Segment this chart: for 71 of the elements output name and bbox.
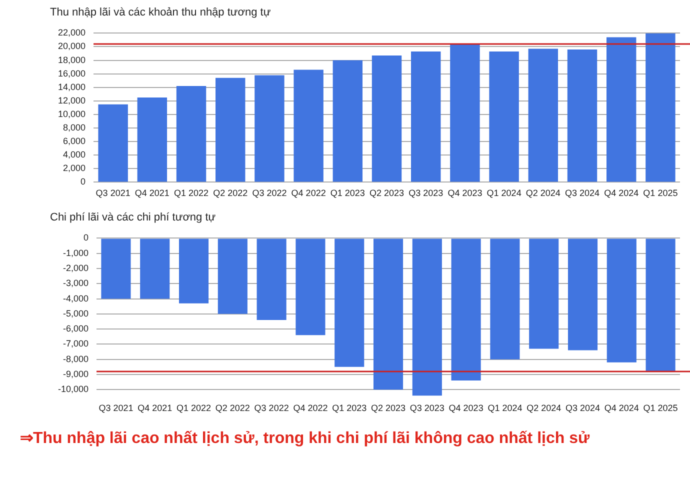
y-tick-label: -4,000 xyxy=(62,293,89,304)
x-tick-label: Q3 2024 xyxy=(564,188,600,198)
bar xyxy=(294,70,324,182)
x-tick-label: Q4 2021 xyxy=(134,188,170,198)
y-tick-label: 0 xyxy=(84,232,89,243)
x-tick-label: Q3 2024 xyxy=(565,403,600,414)
x-tick-label: Q3 2022 xyxy=(254,403,289,414)
x-tick-label: Q1 2022 xyxy=(176,403,212,414)
text: ⇒Thu nhập lãi cao nhất lịch sử, trong khi chi phí lãi không cao nhất lịch sử xyxy=(19,429,591,448)
bar xyxy=(489,51,519,182)
bar xyxy=(332,60,363,182)
x-tick-label: Q1 2023 xyxy=(332,403,367,414)
x-tick-label: Q2 2023 xyxy=(370,403,406,414)
x-tick-label: Q2 2022 xyxy=(213,188,248,198)
y-tick-label: 22,000 xyxy=(58,28,86,38)
bar xyxy=(606,37,636,182)
y-tick-label: 2,000 xyxy=(62,163,86,174)
x-tick-label: Q1 2024 xyxy=(488,403,522,414)
bar xyxy=(567,49,598,182)
chart-title: Chi phí lãi và các chi phí tương tự xyxy=(50,212,216,224)
y-tick-label: -9,000 xyxy=(62,368,89,379)
x-tick-label: Q2 2024 xyxy=(526,188,560,198)
bar xyxy=(646,33,676,182)
y-tick-label: 20,000 xyxy=(58,41,86,52)
y-tick-label: 8,000 xyxy=(62,122,86,133)
y-tick-label: 0 xyxy=(80,176,86,187)
bar xyxy=(254,75,284,182)
x-tick-label: Q3 2023 xyxy=(410,403,444,414)
y-tick-label: -5,000 xyxy=(62,308,89,318)
y-tick-label: 18,000 xyxy=(58,54,86,65)
x-tick-label: Q1 2025 xyxy=(643,403,678,414)
x-tick-label: Q4 2022 xyxy=(293,403,328,414)
x-tick-label: Q3 2021 xyxy=(96,188,130,198)
x-tick-label: Q3 2021 xyxy=(98,403,134,414)
x-tick-label: Q2 2023 xyxy=(370,188,404,198)
chart-title: Thu nhập lãi và các khoản thu nhập tương tự xyxy=(50,6,272,19)
y-tick-label: 10,000 xyxy=(58,108,86,119)
x-tick-label: Q3 2022 xyxy=(252,188,287,198)
y-tick-label: -2,000 xyxy=(62,262,89,273)
y-tick-label: 4,000 xyxy=(62,150,86,160)
x-tick-label: Q2 2022 xyxy=(215,403,250,414)
y-tick-label: -8,000 xyxy=(62,354,89,364)
x-tick-label: Q4 2021 xyxy=(138,403,172,414)
y-tick-label: 12,000 xyxy=(58,95,86,106)
y-tick-label: 6,000 xyxy=(62,136,86,146)
bar xyxy=(98,104,128,182)
x-tick-label: Q4 2024 xyxy=(604,188,639,198)
y-tick-label: -1,000 xyxy=(62,248,89,258)
x-tick-label: Q2 2024 xyxy=(526,403,562,414)
x-tick-label: Q1 2024 xyxy=(486,188,522,198)
x-tick-label: Q1 2025 xyxy=(643,188,678,198)
bar xyxy=(450,44,480,182)
x-tick-label: Q4 2023 xyxy=(448,188,482,198)
y-tick-label: -6,000 xyxy=(62,324,89,334)
x-tick-label: Q4 2024 xyxy=(604,403,639,414)
y-tick-label: 14,000 xyxy=(58,82,86,92)
y-tick-label: -10,000 xyxy=(58,384,89,394)
bar xyxy=(137,98,168,182)
bar xyxy=(372,56,402,182)
x-tick-label: Q4 2022 xyxy=(291,188,326,198)
y-tick-label: 16,000 xyxy=(58,68,86,78)
bar xyxy=(411,51,441,182)
bar xyxy=(216,78,246,182)
y-tick-label: -7,000 xyxy=(62,338,89,349)
x-tick-label: Q4 2023 xyxy=(448,403,484,414)
x-tick-label: Q1 2022 xyxy=(174,188,209,198)
y-tick-label: -3,000 xyxy=(62,278,89,288)
bar xyxy=(176,86,206,182)
bar xyxy=(528,48,558,182)
x-tick-label: Q1 2023 xyxy=(330,188,365,198)
x-tick-label: Q3 2023 xyxy=(408,188,444,198)
